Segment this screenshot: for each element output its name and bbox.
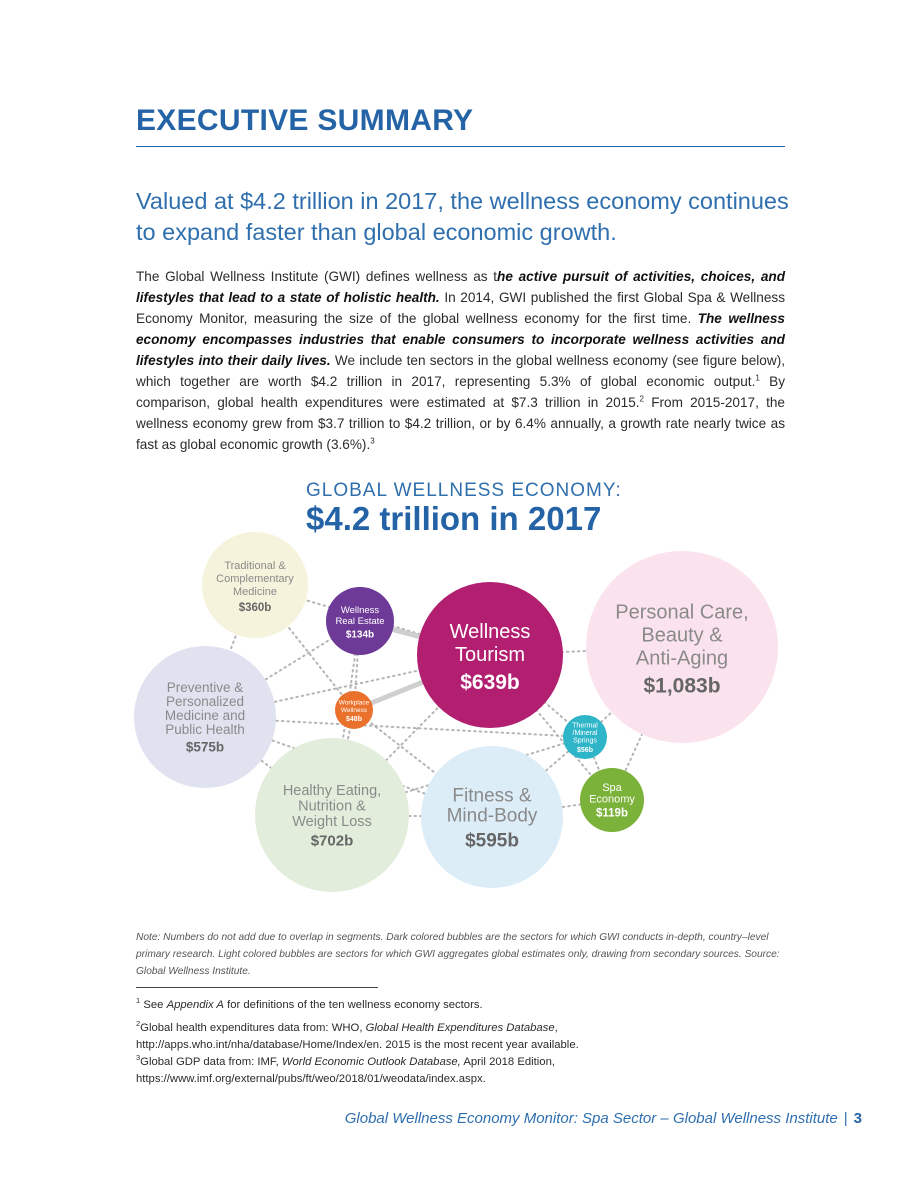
bubble-thermal-circle xyxy=(563,715,607,759)
footnote-ref-1[interactable]: 1 xyxy=(755,373,760,383)
bubble-personal-label-2: Anti-Aging xyxy=(636,647,728,669)
bubble-tourism-label-0: Wellness xyxy=(450,621,531,643)
footnote-3: 3Global GDP data from: IMF, World Econom… xyxy=(136,1049,786,1088)
bubble-personal-value: $1,083b xyxy=(643,675,720,698)
paragraph-text-3: We include ten sectors in the global wel… xyxy=(136,353,785,389)
page-footer: Global Wellness Economy Monitor: Spa Sec… xyxy=(345,1110,862,1127)
footnote-1-post: for definitions of the ten wellness econ… xyxy=(223,998,483,1011)
bubble-preventive-circle xyxy=(134,646,276,788)
paragraph-text-5: From 2015-2017, the wellness economy gre… xyxy=(136,395,785,452)
bubble-tourism-value: $639b xyxy=(460,671,520,694)
footnote-ref-2[interactable]: 2 xyxy=(639,394,644,404)
bubble-thermal-label-1: /Mineral xyxy=(573,730,598,737)
paragraph-text-4: By comparison, global health expenditure… xyxy=(136,374,785,410)
bubble-trad-label-0: Traditional & xyxy=(224,560,286,572)
bubble-trad-label-2: Medicine xyxy=(233,586,277,598)
bubble-trad-circle xyxy=(202,532,308,638)
page-number: 3 xyxy=(853,1110,862,1127)
footnote-2-italic: Global Health Expenditures Database xyxy=(365,1021,555,1034)
bubble-preventive-label-2: Medicine and xyxy=(165,708,245,723)
footnote-1-italic: Appendix A xyxy=(166,998,224,1011)
connector-workplace-fitness xyxy=(353,709,493,818)
bubble-realestate-circle xyxy=(326,587,394,655)
bubble-fitness: Fitness &Mind-Body $595b xyxy=(421,746,563,888)
bubble-eating-label-0: Healthy Eating, xyxy=(283,783,381,799)
bubble-realestate-value: $134b xyxy=(346,629,374,640)
bubble-eating-circle xyxy=(255,738,409,892)
footnote-2-post[interactable]: , http://apps.who.int/nha/database/Home/… xyxy=(136,1021,579,1051)
footnote-ref-3[interactable]: 3 xyxy=(370,436,375,446)
footnote-1-marker: 1 xyxy=(136,996,141,1005)
connector-tourism-spa xyxy=(489,654,613,801)
bubble-eating: Healthy Eating,Nutrition &Weight Loss $70… xyxy=(255,738,409,892)
bubble-eating-label-2: Weight Loss xyxy=(292,814,372,830)
bubble-workplace-label-0: Workplace xyxy=(339,699,370,706)
figure-main-value: $4.2 trillion in 2017 xyxy=(306,500,602,537)
bubble-spa-label-1: Economy xyxy=(589,793,635,805)
bubble-preventive-label-3: Public Health xyxy=(165,722,245,737)
bubble-workplace-label-1: Wellness xyxy=(341,707,368,714)
paragraph-bold-2: The wellness economy encompasses industr… xyxy=(136,311,785,368)
bubble-workplace-value: $48b xyxy=(346,716,362,723)
footer-text: Global Wellness Economy Monitor: Spa Sec… xyxy=(344,1110,838,1127)
bubble-personal-label-1: Beauty & xyxy=(641,624,723,646)
heading-rule xyxy=(136,146,785,147)
bubble-tourism-circle xyxy=(417,582,563,728)
footnote-2-text: Global health expenditures data from: WH… xyxy=(140,1021,366,1034)
footnote-rule xyxy=(136,987,378,988)
subtitle: Valued at $4.2 trillion in 2017, the wel… xyxy=(136,188,789,245)
bubble-tourism-label-1: Tourism xyxy=(455,644,525,666)
bubble-fitness-label-1: Mind-Body xyxy=(447,806,538,827)
bubble-eating-label-1: Nutrition & xyxy=(298,799,366,815)
bubble-eating-value: $702b xyxy=(311,832,354,849)
bubble-personal-label-0: Personal Care, xyxy=(615,601,748,623)
connector-realestate-workplace xyxy=(353,620,361,711)
footnote-2: 2Global health expenditures data from: W… xyxy=(136,1015,786,1054)
footnote-1: 1 See Appendix A for definitions of the … xyxy=(136,992,786,1014)
bubble-preventive-value: $575b xyxy=(186,739,224,754)
footnote-3-italic: World Economic Outlook Database, xyxy=(281,1055,461,1068)
bubble-thermal-value: $56b xyxy=(577,747,593,754)
paragraph-text-1: The Global Wellness Institute (GWI) defi… xyxy=(136,269,498,284)
paragraph-bold-1: he active pursuit of activities, choices… xyxy=(136,269,785,305)
figure-note: Note: Numbers do not add due to overlap … xyxy=(136,932,780,977)
bubble-thermal-label-0: Thermal xyxy=(572,723,598,730)
figure-title: GLOBAL WELLNESS ECONOMY: xyxy=(306,480,622,501)
bubble-preventive-label-0: Preventive & xyxy=(167,680,244,695)
bubble-thermal-label-2: Springs xyxy=(573,738,597,745)
bubble-fitness-label-0: Fitness & xyxy=(452,786,532,807)
footnote-3-marker: 3 xyxy=(136,1053,141,1062)
bubble-realestate-label-1: Real Estate xyxy=(335,616,384,627)
paragraph-text-2: In 2014, GWI published the first Global … xyxy=(136,290,785,326)
bubble-trad-label-1: Complementary xyxy=(216,573,294,585)
footnote-1-text: See xyxy=(143,998,167,1011)
bubble-spa-label-0: Spa xyxy=(602,782,622,794)
bubble-personal: Personal Care,Beauty &Anti-Aging $1,083b xyxy=(586,551,778,743)
bubble-spa-value: $119b xyxy=(596,808,628,820)
footnote-3-text: Global GDP data from: IMF, xyxy=(140,1055,282,1068)
footnote-3-post[interactable]: April 2018 Edition, https://www.imf.org/… xyxy=(136,1055,556,1085)
bubble-realestate-label-0: Wellness xyxy=(341,605,380,616)
bubble-trad-value: $360b xyxy=(239,602,272,614)
bubble-fitness-circle xyxy=(421,746,563,888)
bubble-spa-circle xyxy=(580,768,644,832)
footnote-2-marker: 2 xyxy=(136,1019,141,1028)
footer-separator: | xyxy=(843,1110,848,1127)
intro-paragraph: The Global Wellness Institute (GWI) defi… xyxy=(136,266,785,455)
bubble-workplace-circle xyxy=(335,691,373,729)
page-heading: EXECUTIVE SUMMARY xyxy=(136,104,474,137)
bubble-preventive-label-1: Personalized xyxy=(166,694,244,709)
bubble-personal-circle xyxy=(586,551,778,743)
bubble-fitness-value: $595b xyxy=(465,830,519,851)
